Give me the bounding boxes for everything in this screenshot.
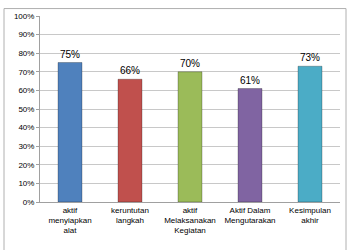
svg-text:0%: 0% <box>23 198 35 207</box>
svg-text:40%: 40% <box>18 123 34 132</box>
svg-text:73%: 73% <box>300 52 320 63</box>
svg-text:90%: 90% <box>18 30 34 39</box>
svg-text:aktifMelaksanakanKegiatan: aktifMelaksanakanKegiatan <box>164 206 216 236</box>
svg-text:60%: 60% <box>18 86 34 95</box>
svg-text:20%: 20% <box>18 161 34 170</box>
svg-text:100%: 100% <box>14 12 34 21</box>
svg-text:10%: 10% <box>18 179 34 188</box>
svg-text:80%: 80% <box>18 49 34 58</box>
svg-text:keruntutanlangkah: keruntutanlangkah <box>111 206 149 225</box>
svg-text:Aktif DalamMengutarakan: Aktif DalamMengutarakan <box>224 206 275 225</box>
svg-text:70%: 70% <box>180 58 200 69</box>
svg-text:50%: 50% <box>18 105 34 114</box>
svg-text:30%: 30% <box>18 142 34 151</box>
svg-text:66%: 66% <box>120 65 140 76</box>
svg-text:61%: 61% <box>240 75 260 86</box>
svg-text:70%: 70% <box>18 68 34 77</box>
svg-text:Kesimpulanakhir: Kesimpulanakhir <box>289 206 331 225</box>
svg-text:aktifmenyiapkanalat: aktifmenyiapkanalat <box>48 206 91 236</box>
svg-text:75%: 75% <box>60 49 80 60</box>
